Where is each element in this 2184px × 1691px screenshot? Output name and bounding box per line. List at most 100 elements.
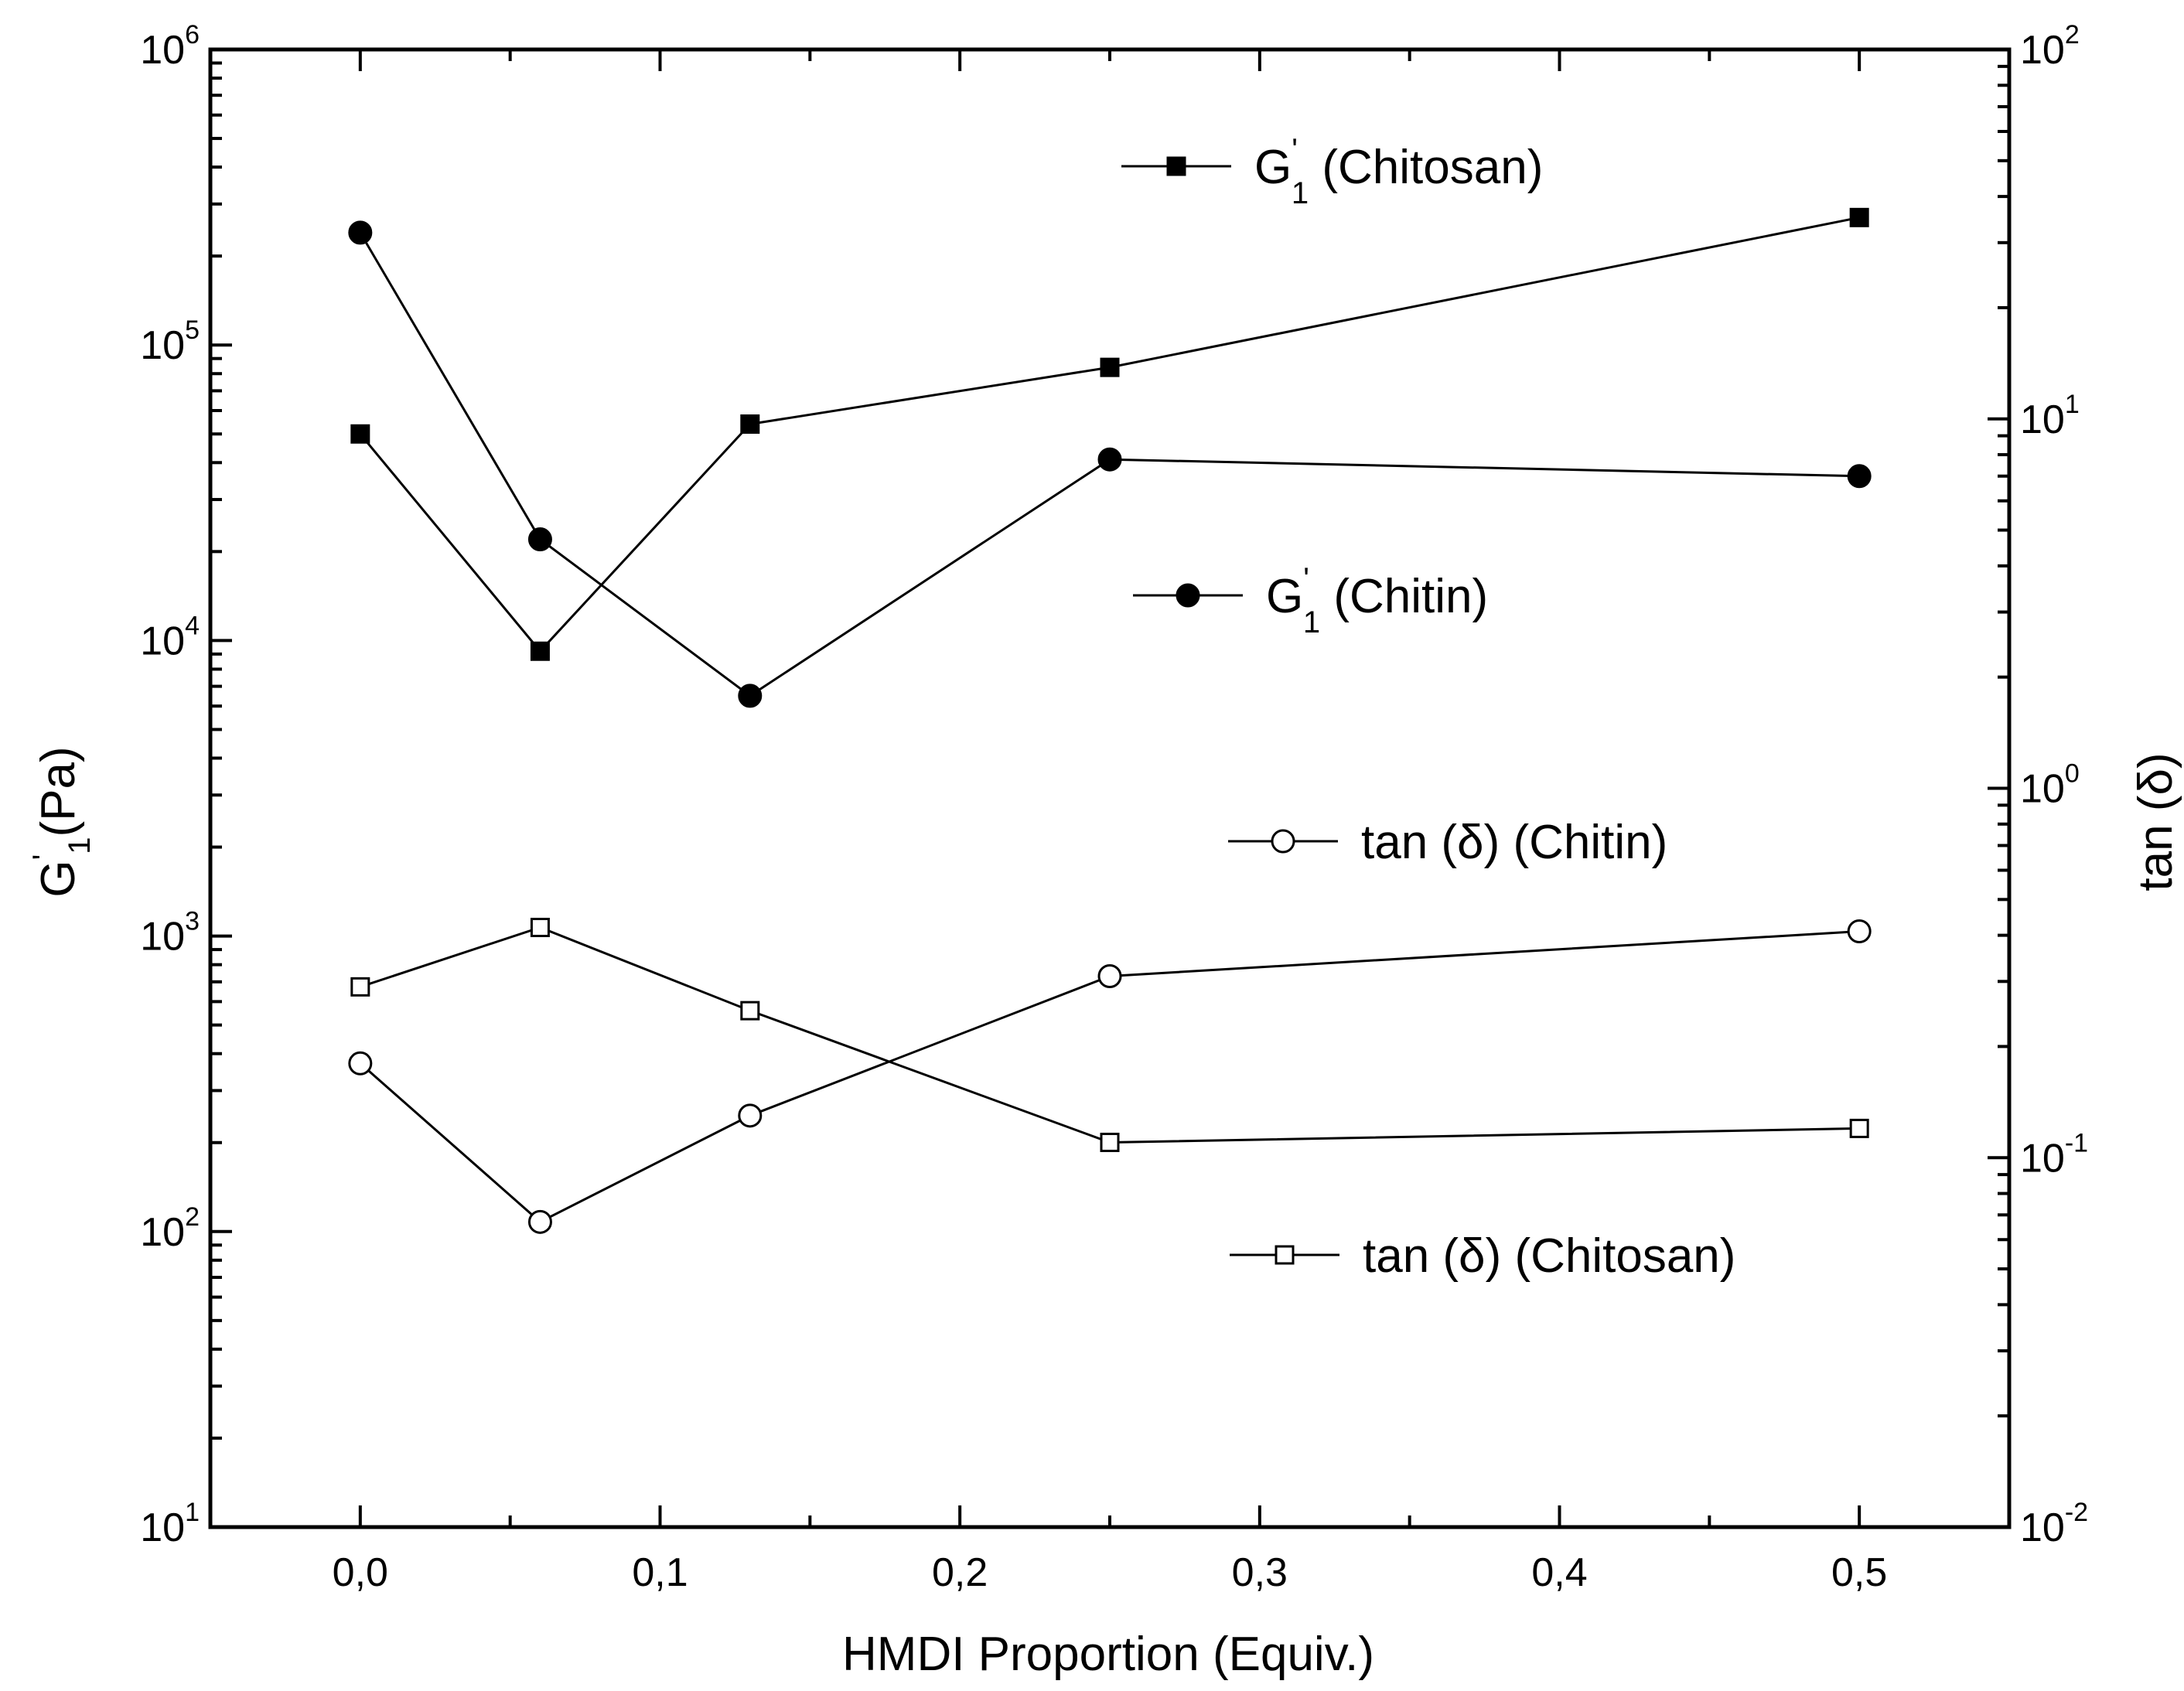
g1-chitosan-point (740, 414, 760, 434)
g1-chitin-point (1847, 464, 1872, 489)
g1-chitosan-point (1849, 207, 1869, 227)
y-left-title-sub: 1 (63, 837, 97, 854)
x-tick-label: 0,2 (932, 1550, 988, 1595)
right-tick-base: 10 (2020, 1136, 2065, 1181)
right-tick-exponent: 2 (2065, 20, 2080, 49)
tan-chitin-point (348, 1051, 373, 1076)
tan-chitosan-point (530, 917, 550, 937)
tick-labels: 0,0 0,1 0,2 0,3 0,4 0,510110210310410510610-2… (140, 20, 2088, 1595)
right-tick-label: 100 (2020, 759, 2080, 812)
legend-label: tan (δ) (Chitin) (1361, 816, 1667, 869)
right-tick-exponent: 0 (2065, 759, 2080, 789)
legend-label: tan (δ) (Chitosan) (1363, 1229, 1735, 1283)
legend-marker (1275, 1245, 1295, 1265)
left-tick-label: 105 (140, 315, 200, 368)
g1-chitosan-line (359, 216, 1860, 653)
g1-chitin-point (527, 527, 552, 552)
right-tick-base: 10 (2020, 1505, 2065, 1550)
tan-chitosan-point (350, 977, 370, 997)
x-tick-label: 0,5 (1831, 1550, 1887, 1595)
y-left-title-main: G (32, 860, 85, 897)
legend-label-sub: 1 (1292, 176, 1309, 210)
major-ticks (210, 48, 2009, 1529)
y-left-axis-title: G'1(Pa) (27, 746, 97, 897)
legend-label-rest: (Chitosan) (1309, 141, 1543, 194)
g1-chitin-point (348, 220, 373, 245)
left-tick-exponent: 3 (185, 907, 200, 936)
right-tick-label: 10-1 (2020, 1128, 2088, 1181)
legend-label-rest: (Chitin) (1320, 570, 1488, 623)
left-tick-base: 10 (140, 28, 185, 73)
g1-chitosan-point (530, 641, 550, 661)
legend-marker (1271, 829, 1295, 854)
right-tick-label: 10-2 (2020, 1498, 2088, 1550)
legend-marker (1166, 156, 1186, 176)
y-left-title-prime: ' (27, 854, 61, 861)
legend-label-main: tan (δ) (Chitosan) (1363, 1229, 1735, 1283)
left-tick-label: 103 (140, 907, 200, 960)
left-tick-label: 106 (140, 20, 200, 73)
legend-label-main: tan (δ) (Chitin) (1361, 816, 1667, 869)
right-tick-base: 10 (2020, 397, 2065, 442)
left-tick-label: 102 (140, 1202, 200, 1255)
axis-titles: HMDI Proportion (Equiv.) tan (δ) G'1(Pa) (27, 746, 2182, 1681)
left-tick-exponent: 6 (185, 20, 200, 49)
legend-label: G' 1 (Chitin) (1266, 562, 1488, 639)
right-tick-label: 101 (2020, 390, 2080, 442)
left-tick-base: 10 (140, 1505, 185, 1550)
x-tick-label: 0,1 (632, 1550, 688, 1595)
tan-chitosan-point (1849, 1118, 1869, 1138)
minor-ticks (209, 49, 2011, 1527)
left-tick-base: 10 (140, 1210, 185, 1255)
right-tick-exponent: -2 (2065, 1498, 2088, 1527)
series-tan-chitin (348, 919, 1872, 1234)
g1-chitosan-point (1100, 357, 1120, 377)
left-tick-base: 10 (140, 323, 185, 368)
tan-chitin-point (1847, 919, 1872, 943)
tan-chitosan-point (740, 1001, 760, 1021)
y-right-axis-title: tan (δ) (2129, 752, 2182, 891)
legend-label-prime: ' (1303, 562, 1309, 596)
x-axis-title: HMDI Proportion (Equiv.) (842, 1628, 1374, 1681)
left-tick-exponent: 4 (185, 611, 200, 640)
tan-chitin-point (738, 1103, 763, 1128)
g1-chitosan-point (350, 424, 370, 444)
right-tick-label: 102 (2020, 20, 2080, 73)
legend-tan-chitin: tan (δ) (Chitin) (1228, 816, 1667, 869)
y-left-title-rest: (Pa) (32, 746, 85, 837)
legend-tan-chitosan: tan (δ) (Chitosan) (1230, 1229, 1735, 1283)
legend-label-sub: 1 (1303, 605, 1320, 639)
legend-label: G' 1 (Chitosan) (1254, 133, 1543, 210)
series-tan-chitosan (350, 917, 1869, 1152)
tan-chitosan-point (1100, 1132, 1120, 1152)
g1-chitin-point (738, 684, 763, 708)
legend-g1-chitin: G' 1 (Chitin) (1133, 562, 1488, 639)
left-tick-label: 101 (140, 1498, 200, 1550)
series-g1-chitin (348, 220, 1872, 708)
series-g1-chitosan (350, 207, 1869, 661)
legend-label-main: G (1254, 141, 1292, 194)
right-tick-base: 10 (2020, 28, 2065, 73)
legend-label-main: G (1266, 570, 1303, 623)
left-tick-label: 104 (140, 611, 200, 663)
left-tick-base: 10 (140, 915, 185, 960)
left-tick-exponent: 1 (185, 1498, 200, 1527)
x-tick-label: 0,0 (333, 1550, 388, 1595)
legend-g1-chitosan: G' 1 (Chitosan) (1121, 133, 1543, 210)
tan-chitin-point (527, 1209, 552, 1234)
right-tick-exponent: 1 (2065, 390, 2080, 419)
tan-chitosan-line (360, 926, 1860, 1144)
legend-label-prime: ' (1292, 133, 1298, 167)
left-tick-exponent: 2 (185, 1202, 200, 1232)
legend-marker (1176, 583, 1200, 608)
g1-chitin-point (1097, 447, 1122, 472)
right-tick-exponent: -1 (2065, 1128, 2088, 1157)
plot-frame (208, 47, 2012, 1529)
left-tick-base: 10 (140, 619, 185, 663)
legend: G' 1 (Chitosan)G' 1 (Chitin)tan (δ) (Chiti… (1121, 133, 1735, 1283)
left-tick-exponent: 5 (185, 315, 200, 345)
series-layer (348, 207, 1872, 1234)
tan-chitin-point (1097, 964, 1122, 989)
x-tick-label: 0,3 (1232, 1550, 1288, 1595)
